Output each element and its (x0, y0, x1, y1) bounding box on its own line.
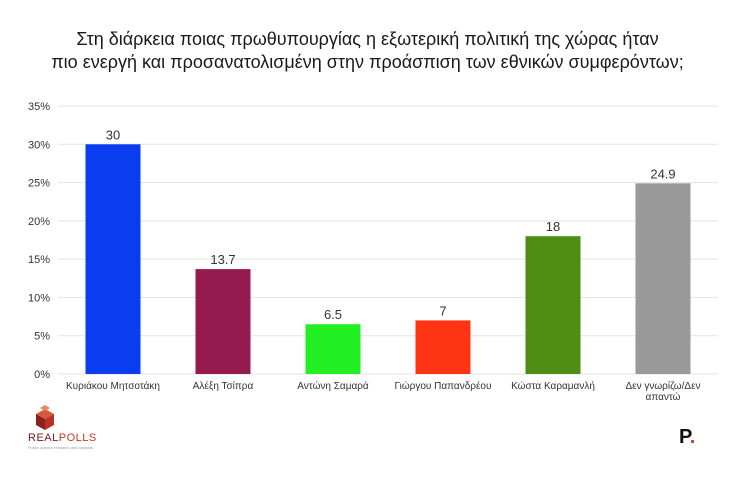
chart-title-line-1: Στη διάρκεια ποιας πρωθυπουργίας η εξωτε… (76, 29, 659, 49)
bar (635, 183, 691, 374)
bar (415, 320, 471, 374)
category-label: Κώστα Καραμανλή (511, 380, 595, 392)
category-label: Δεν γνωρίζω/Δεν (625, 380, 700, 392)
bar (305, 324, 361, 374)
chart-title: Στη διάρκεια ποιας πρωθυπουργίας η εξωτε… (0, 28, 735, 74)
y-axis: 0% 5% 10% 15% 20% 25% 30% 35% (28, 101, 50, 381)
bar-value-label: 18 (546, 219, 560, 234)
y-tick-label: 5% (34, 331, 50, 343)
bar-value-label: 30 (106, 127, 120, 142)
bar (195, 269, 251, 374)
category-label: Αλέξη Τσίπρα (193, 380, 254, 392)
category-label: Γιώργου Παπανδρέου (395, 380, 492, 392)
y-tick-label: 10% (28, 292, 50, 304)
bar-value-label: 24.9 (650, 166, 675, 181)
value-labels: 30 13.7 6.5 7 18 24.9 (106, 127, 676, 322)
publisher-logo: P. (679, 426, 696, 448)
category-label: Αντώνη Σαμαρά (297, 380, 369, 392)
y-tick-label: 0% (34, 369, 50, 381)
bar-value-label: 7 (439, 303, 446, 318)
realpolls-cube-icon (36, 405, 54, 430)
realpolls-wordmark: REALPOLLS (28, 432, 97, 444)
realpolls-logo: REALPOLLS Public opinion research and an… (28, 404, 98, 452)
y-tick-label: 15% (28, 254, 50, 266)
realpolls-tagline: Public opinion research and analysis (28, 445, 93, 450)
category-label: απαντώ (646, 391, 681, 403)
bars (85, 144, 691, 374)
category-labels: Κυριάκου Μητσοτάκη Αλέξη Τσίπρα Αντώνη Σαμ… (66, 380, 701, 403)
bar-value-label: 13.7 (210, 252, 235, 267)
gridlines (58, 105, 718, 375)
y-tick-label: 25% (28, 178, 50, 190)
category-label: Κυριάκου Μητσοτάκη (66, 380, 160, 392)
y-tick-label: 35% (28, 101, 50, 113)
y-tick-label: 20% (28, 216, 50, 228)
bar (85, 144, 141, 374)
y-tick-label: 30% (28, 139, 50, 151)
chart-title-line-2: πιο ενεργή και προσανατολισμένη στην προ… (51, 52, 684, 72)
bar-value-label: 6.5 (324, 307, 342, 322)
bar (525, 236, 581, 374)
